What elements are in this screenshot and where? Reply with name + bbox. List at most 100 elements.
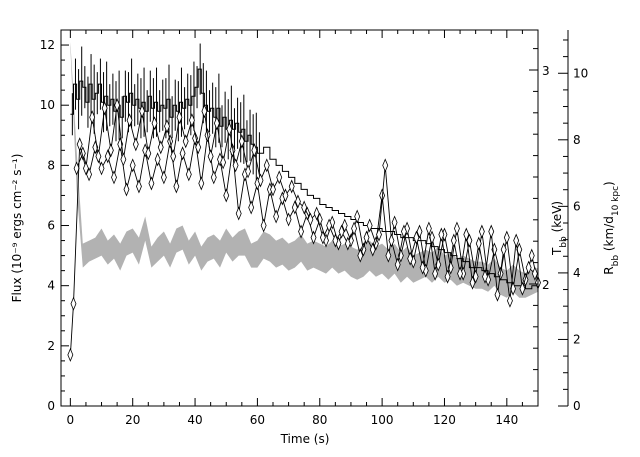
temperature-axis-label-sub: bb (559, 236, 569, 248)
radius-point (457, 266, 463, 281)
temperature-point (229, 143, 236, 158)
axes-layer (60, 29, 569, 407)
radius-point (407, 251, 414, 266)
y-tick-label: 8 (47, 158, 55, 172)
temperature-point (416, 224, 423, 239)
y-tick-label: 12 (40, 38, 55, 52)
radius-point (251, 143, 258, 158)
radius-point (438, 227, 445, 242)
radius-point (419, 260, 426, 275)
radius-point (500, 242, 507, 257)
temperature-tick-label: 3 (542, 64, 550, 78)
temperature-axis-label-tail: (keV) (550, 201, 564, 236)
y-tick-label: 2 (47, 339, 55, 353)
radius-point (394, 257, 401, 272)
radius-point (151, 116, 158, 131)
temperature-point (366, 218, 373, 233)
radius-point (432, 266, 439, 281)
temperature-point (248, 200, 255, 215)
temperature-point (173, 179, 180, 194)
radius-axis-label-main: R (602, 266, 616, 274)
temperature-point (129, 158, 136, 173)
radius-point (450, 233, 457, 248)
temperature-point (503, 230, 510, 245)
radius-point (357, 248, 364, 263)
temperature-point (348, 233, 354, 248)
x-tick-label: 120 (433, 413, 456, 427)
temperature-point (136, 179, 142, 194)
temperature-point (528, 248, 535, 263)
radius-point (531, 266, 538, 281)
temperature-point (185, 167, 192, 182)
radius-point (257, 173, 264, 188)
temperature-point (516, 242, 523, 257)
radius-point (295, 194, 301, 209)
temperature-axis-label-main: T (550, 247, 564, 256)
radius-point (195, 140, 202, 155)
radius-axis-label-sub: bb (611, 255, 621, 267)
radius-point (475, 236, 482, 251)
radius-point (157, 140, 164, 155)
temperature-point (223, 188, 230, 203)
x-tick-label: 60 (250, 413, 265, 427)
radius-point (507, 293, 513, 308)
temperature-point (111, 170, 117, 185)
temperature-point (148, 176, 155, 191)
radius-point (344, 236, 351, 251)
radius-point (67, 347, 74, 362)
radius-point (120, 152, 127, 167)
temperature-point (522, 272, 529, 287)
radius-tick-label: 10 (573, 66, 588, 80)
radius-point (238, 134, 245, 149)
radius-point (313, 206, 320, 221)
temperature-point (391, 215, 398, 230)
radius-point (525, 260, 532, 275)
radius-point (301, 200, 308, 215)
temperature-point (154, 152, 161, 167)
temperature-point (210, 170, 217, 185)
y-tick-label: 10 (40, 98, 55, 112)
temperature-point (198, 176, 205, 191)
radius-point (245, 164, 251, 179)
radius-point (469, 275, 476, 290)
y-tick-label: 0 (47, 399, 55, 413)
radius-point (282, 188, 289, 203)
radius-tick-label: 2 (573, 332, 581, 346)
grey-band-area (70, 42, 539, 298)
radius-point (319, 230, 326, 245)
x-tick-label: 100 (371, 413, 394, 427)
temperature-point (372, 236, 379, 251)
ticks-layer: 0 20 40 60 80 100 120 140 0 2 4 6 8 10 12 2 3 0 2 4 6 8 10 (40, 30, 588, 427)
radius-point (263, 158, 270, 173)
temperature-point (123, 182, 130, 197)
radius-point (494, 287, 501, 302)
temperature-point (235, 206, 242, 221)
radius-line (69, 105, 536, 355)
temperature-point (104, 149, 111, 164)
radius-point (369, 242, 376, 257)
radius-axis-label-tail: ) (602, 181, 616, 186)
temperature-point (354, 209, 361, 224)
radius-point (482, 269, 488, 284)
radius-point (363, 230, 370, 245)
temperature-point (273, 209, 280, 224)
radius-point (226, 122, 233, 137)
radius-point (176, 110, 183, 125)
temperature-point (478, 224, 485, 239)
radius-axis-label: Rbb (km/d10 kpc) (602, 181, 621, 274)
radius-point (207, 149, 214, 164)
radius-axis-label-mid: (km/d (602, 216, 616, 255)
radius-axis-label-sub2: 10 kpc (611, 186, 621, 216)
temperature-point (454, 221, 460, 236)
radius-point (463, 227, 470, 242)
radius-point (145, 146, 152, 161)
y-tick-label: 4 (47, 279, 55, 293)
radius-point (382, 158, 389, 173)
radius-tick-label: 0 (573, 399, 581, 413)
radius-tick-label: 4 (573, 266, 581, 280)
x-tick-label: 80 (312, 413, 327, 427)
temperature-point (298, 224, 304, 239)
radius-point (488, 224, 495, 239)
radius-tick-label: 6 (573, 199, 581, 213)
